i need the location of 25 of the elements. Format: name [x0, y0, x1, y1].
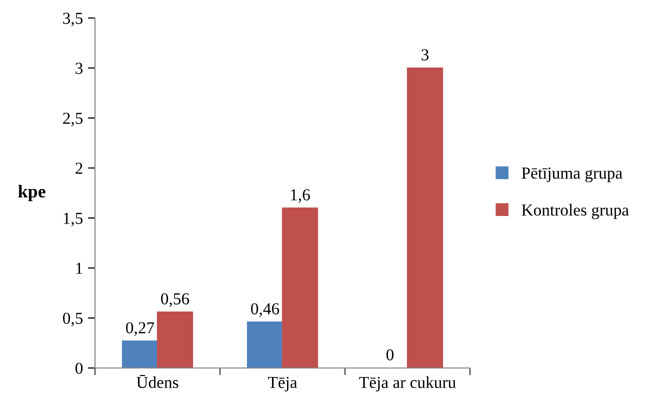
- y-tick-label: 1,5: [64, 212, 83, 226]
- data-label: 0,56: [161, 293, 190, 307]
- y-tick-label: 2,5: [63, 112, 83, 126]
- data-label: 0: [386, 349, 394, 360]
- data-label: 0,27: [126, 322, 154, 336]
- data-label: 3: [422, 49, 429, 60]
- data-label: 1,6: [291, 189, 310, 203]
- y-axis-title: kpe: [18, 184, 46, 202]
- data-label: 0,46: [251, 303, 280, 317]
- x-tick-label: Ūdens: [136, 375, 178, 388]
- x-tick-label: Tēja ar cukuru: [359, 376, 456, 392]
- y-tick-label: 0,5: [62, 312, 83, 326]
- legend-label: Pētījuma grupa: [522, 168, 622, 182]
- y-tick-label: 3,5: [63, 12, 83, 26]
- y-tick-label: 0: [75, 362, 83, 374]
- y-tick-label: 3: [76, 62, 83, 74]
- bar: [406, 67, 444, 368]
- x-tick-label: Tēja: [268, 376, 298, 392]
- bar: [282, 207, 318, 368]
- bar: [122, 340, 158, 368]
- y-tick-label: 2: [76, 162, 82, 174]
- y-tick-label: 1: [76, 262, 82, 274]
- bar: [156, 311, 194, 368]
- bar: [246, 321, 284, 368]
- legend-label: Kontroles grupa: [522, 204, 629, 220]
